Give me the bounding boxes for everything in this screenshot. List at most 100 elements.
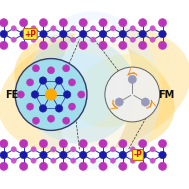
Circle shape (11, 37, 16, 42)
Circle shape (115, 98, 123, 106)
Circle shape (99, 19, 107, 27)
Circle shape (19, 162, 28, 170)
Circle shape (110, 26, 116, 31)
Circle shape (63, 65, 70, 72)
Circle shape (159, 30, 166, 38)
Circle shape (47, 67, 55, 74)
Circle shape (159, 151, 166, 159)
Circle shape (150, 158, 155, 163)
Ellipse shape (28, 11, 161, 170)
Circle shape (0, 151, 8, 159)
Circle shape (55, 105, 63, 112)
Circle shape (0, 162, 8, 170)
Circle shape (79, 30, 87, 38)
Circle shape (32, 117, 40, 124)
Circle shape (119, 41, 127, 50)
Circle shape (31, 26, 36, 31)
Circle shape (119, 151, 127, 159)
Circle shape (51, 26, 56, 31)
Circle shape (105, 67, 160, 122)
Circle shape (91, 158, 96, 163)
Ellipse shape (42, 53, 117, 129)
Circle shape (110, 147, 116, 152)
Circle shape (63, 117, 70, 124)
Circle shape (11, 26, 16, 31)
Circle shape (79, 139, 87, 148)
Circle shape (59, 41, 67, 50)
Circle shape (99, 139, 107, 148)
Circle shape (150, 37, 155, 42)
Circle shape (110, 37, 116, 42)
Circle shape (39, 19, 48, 27)
Circle shape (39, 41, 48, 50)
Ellipse shape (23, 38, 136, 144)
Circle shape (60, 151, 67, 159)
Circle shape (31, 158, 36, 163)
Text: FE: FE (5, 90, 18, 99)
Circle shape (130, 37, 135, 42)
Circle shape (130, 147, 135, 152)
Circle shape (51, 37, 56, 42)
Circle shape (26, 103, 34, 110)
Circle shape (19, 41, 28, 50)
Circle shape (31, 147, 36, 152)
Circle shape (110, 158, 116, 163)
Circle shape (139, 19, 147, 27)
Circle shape (99, 30, 107, 38)
Circle shape (119, 30, 127, 38)
Ellipse shape (14, 33, 175, 148)
Circle shape (91, 37, 96, 42)
Circle shape (45, 89, 57, 100)
Circle shape (0, 41, 8, 50)
Circle shape (32, 65, 40, 72)
Circle shape (15, 59, 87, 130)
Circle shape (0, 19, 8, 27)
Circle shape (51, 147, 56, 152)
Circle shape (26, 79, 34, 86)
Circle shape (40, 151, 47, 159)
Circle shape (39, 105, 47, 112)
Ellipse shape (72, 54, 162, 127)
Ellipse shape (19, 52, 124, 129)
Circle shape (139, 151, 146, 159)
Circle shape (79, 41, 87, 50)
Circle shape (130, 158, 135, 163)
Circle shape (99, 162, 107, 170)
Circle shape (130, 26, 135, 31)
Circle shape (139, 30, 146, 38)
Circle shape (59, 139, 67, 148)
Circle shape (39, 77, 47, 84)
Circle shape (139, 162, 147, 170)
Circle shape (31, 37, 36, 42)
Circle shape (70, 26, 76, 31)
Circle shape (150, 147, 155, 152)
Circle shape (158, 19, 167, 27)
Ellipse shape (56, 19, 133, 162)
Circle shape (11, 158, 16, 163)
Circle shape (78, 91, 85, 98)
Circle shape (70, 37, 76, 42)
Circle shape (55, 77, 63, 84)
Circle shape (68, 79, 76, 86)
Circle shape (119, 162, 127, 170)
Circle shape (31, 91, 39, 98)
Ellipse shape (0, 27, 189, 154)
Circle shape (158, 162, 167, 170)
Circle shape (63, 91, 71, 98)
Circle shape (91, 26, 96, 31)
Circle shape (19, 19, 28, 27)
Circle shape (19, 139, 28, 148)
Circle shape (128, 75, 136, 84)
Circle shape (51, 158, 56, 163)
Circle shape (119, 139, 127, 148)
Circle shape (70, 147, 76, 152)
Circle shape (79, 19, 87, 27)
Circle shape (139, 139, 147, 148)
Text: FM: FM (158, 90, 174, 99)
Circle shape (47, 115, 55, 122)
Circle shape (40, 30, 47, 38)
Circle shape (11, 147, 16, 152)
Circle shape (59, 162, 67, 170)
Circle shape (158, 139, 167, 148)
Circle shape (99, 41, 107, 50)
